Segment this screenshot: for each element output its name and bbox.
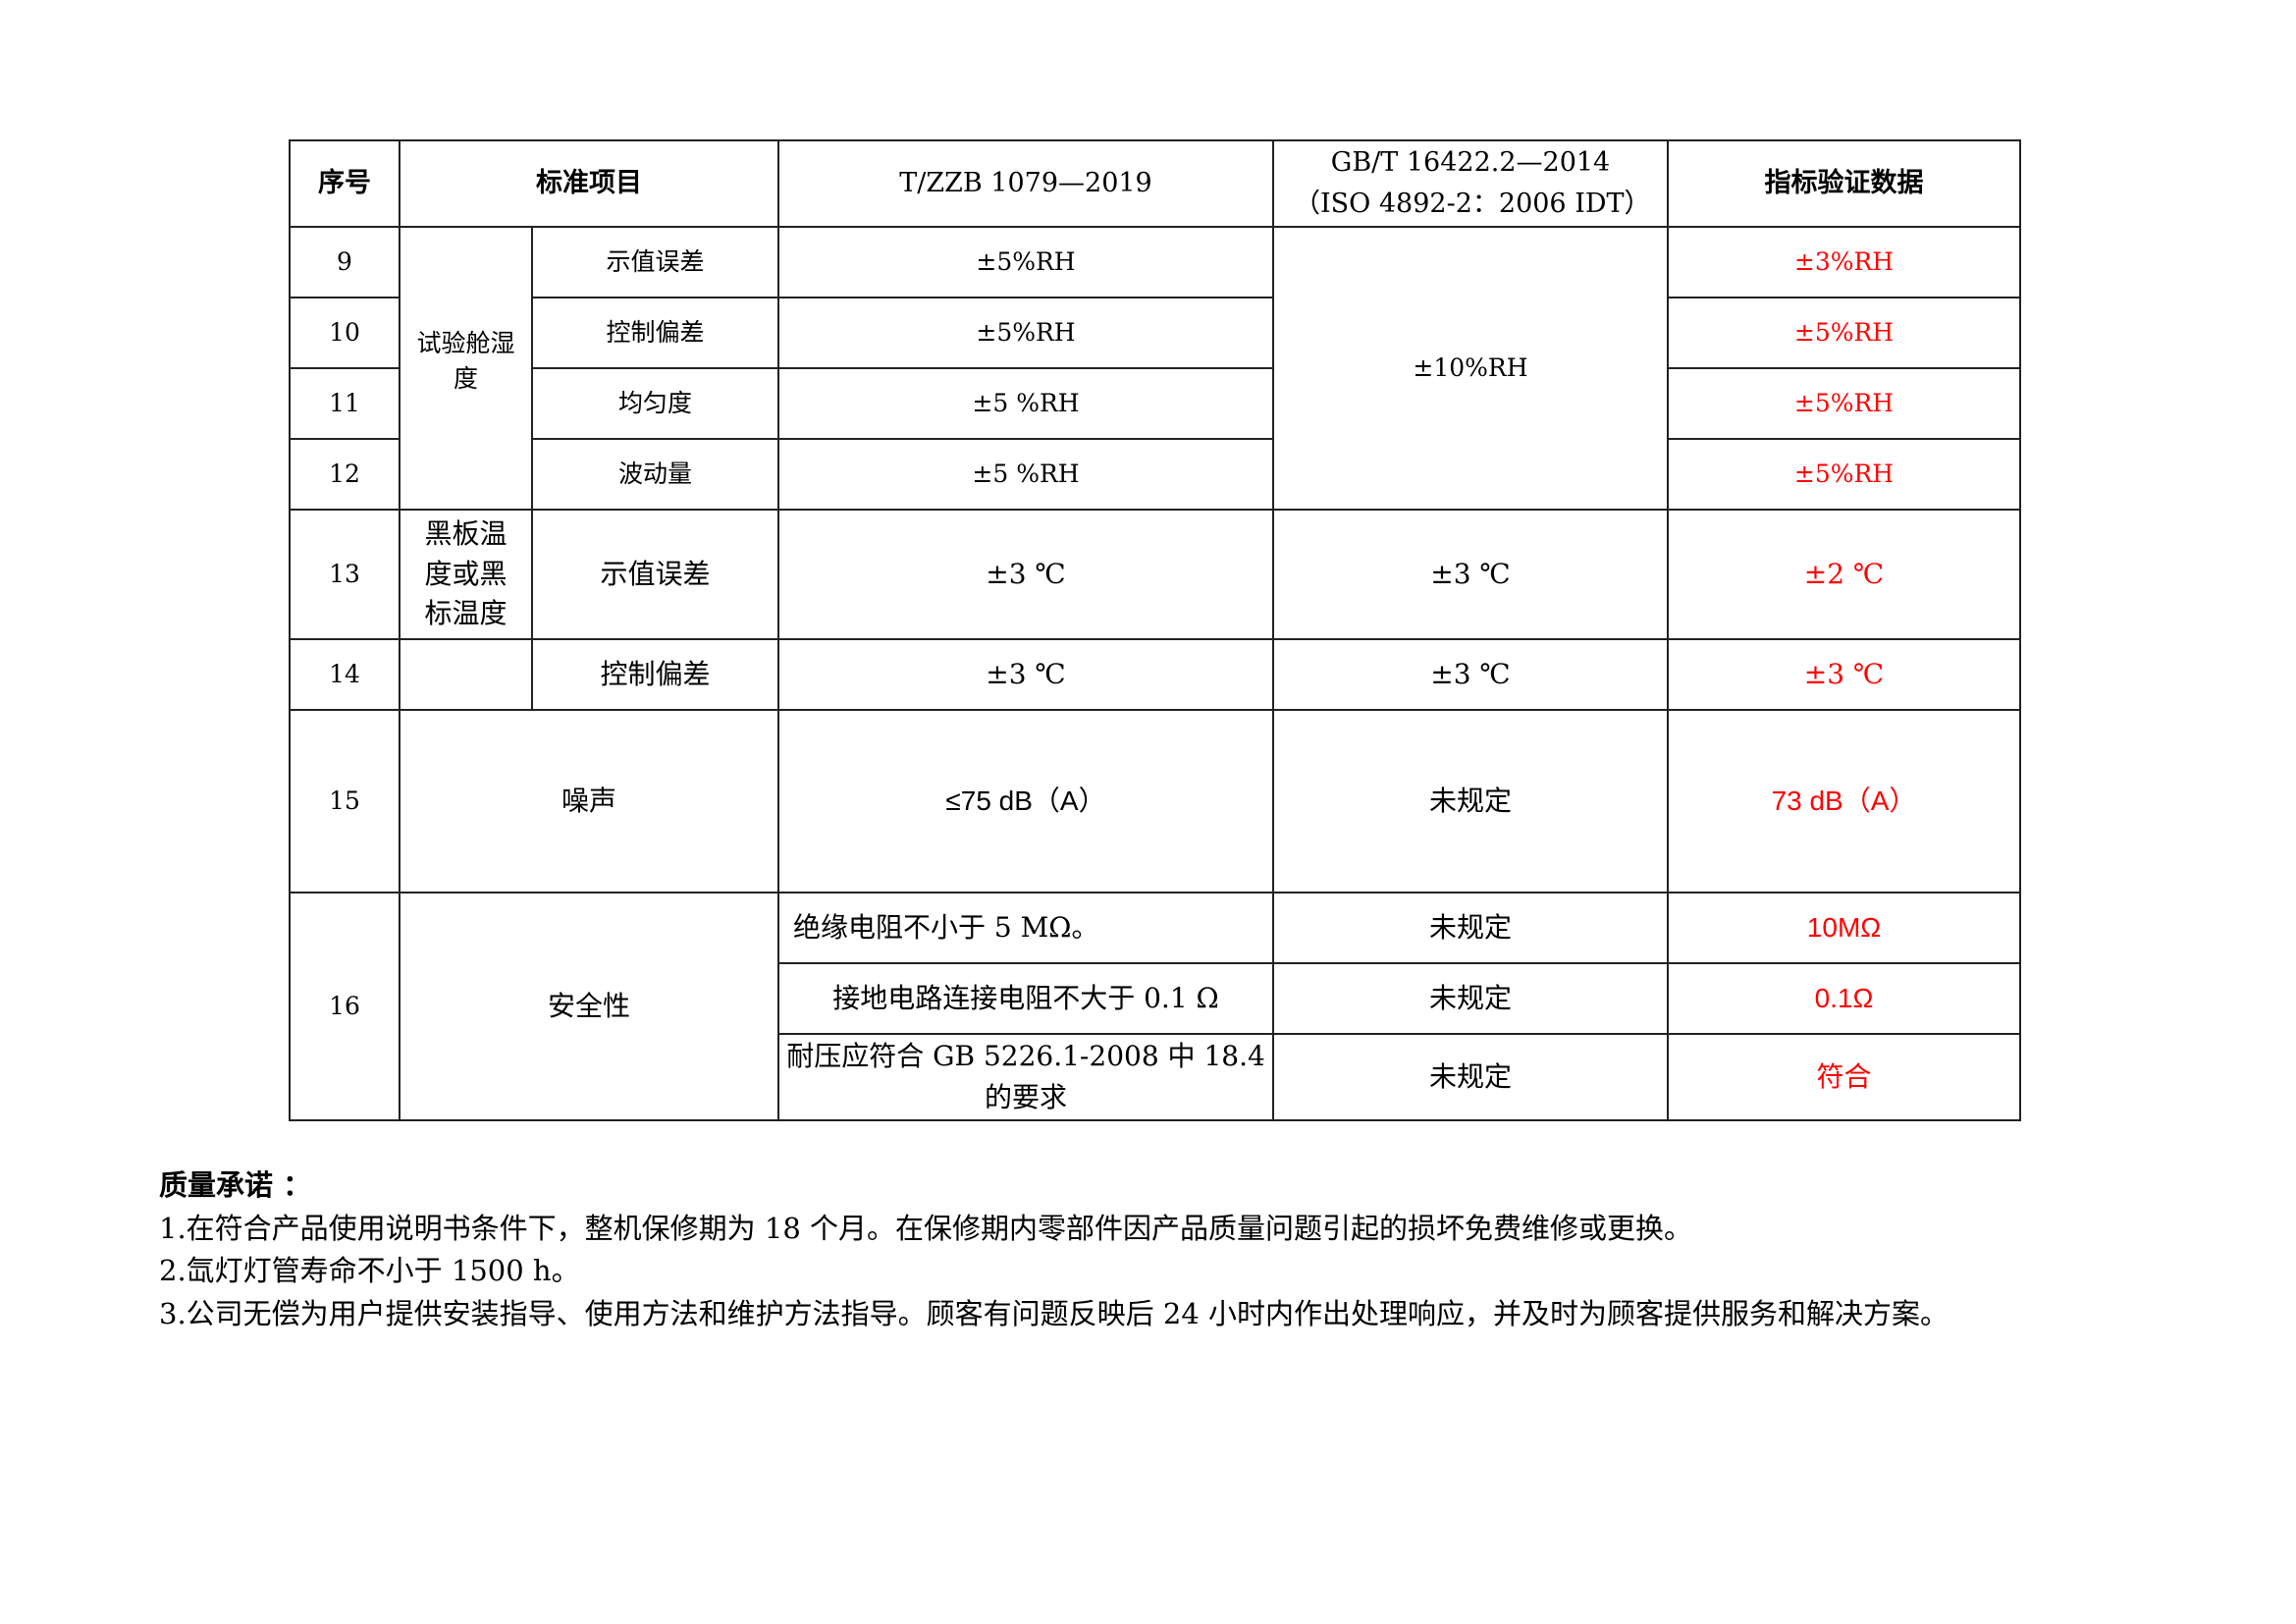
row-no: 11 <box>289 367 400 440</box>
table-row: 接地电路连接电阻不大于 0.1 Ω 未规定 0.1Ω <box>290 962 2021 1035</box>
row-result: ±3 ℃ <box>1667 638 2021 711</box>
row-no: 15 <box>289 709 400 893</box>
row-result: ±5%RH <box>1667 438 2021 511</box>
row-tzzb: ±5%RH <box>777 297 1274 369</box>
row-item: 控制偏差 <box>531 297 779 369</box>
row-no: 9 <box>289 226 400 298</box>
row-gb: 未规定 <box>1272 709 1669 893</box>
row-tzzb: 绝缘电阻不小于 5 MΩ。 <box>777 892 1274 964</box>
group-humidity-gb: ±10%RH <box>1272 226 1669 511</box>
header-item: 标准项目 <box>399 139 779 228</box>
row-item: 控制偏差 <box>531 638 779 711</box>
row-result: 0.1Ω <box>1667 962 2021 1035</box>
table-row: 10 控制偏差 ±5%RH ±5%RH <box>289 297 2021 369</box>
table-header-row: 序号 标准项目 T/ZZB 1079—2019 GB/T 16422.2—201… <box>289 139 2021 228</box>
row-item: 安全性 <box>399 892 779 1121</box>
row-tzzb: 耐压应符合 GB 5226.1-2008 中 18.4 的要求 <box>777 1033 1274 1121</box>
table-row: 15 噪声 ≤75 dB（A） 未规定 73 dB（A） <box>289 709 2021 893</box>
row-result: ±2 ℃ <box>1667 509 2021 640</box>
header-result: 指标验证数据 <box>1667 139 2021 228</box>
row-gb: 未规定 <box>1272 962 1669 1035</box>
quality-title: 质量承诺 ： <box>159 1168 312 1202</box>
row-no: 14 <box>289 638 400 711</box>
row-item: 波动量 <box>531 438 779 511</box>
empty-cell <box>399 638 533 711</box>
row-result: 10MΩ <box>1667 892 2021 964</box>
header-tzzb: T/ZZB 1079—2019 <box>777 139 1274 228</box>
row-gb: 未规定 <box>1272 892 1669 964</box>
quality-item: 3.公司无偿为用户提供安装指导、使用方法和维护方法指导。顾客有问题反映后 24 … <box>159 1296 1949 1330</box>
spec-table: 序号 标准项目 T/ZZB 1079—2019 GB/T 16422.2—201… <box>289 139 2021 1121</box>
header-no: 序号 <box>289 139 400 228</box>
row-tzzb: ±3 ℃ <box>777 509 1274 640</box>
table-row: 9 试验舱湿度 示值误差 ±5%RH ±10%RH ±3%RH <box>289 226 2021 511</box>
row-gb: 未规定 <box>1272 1033 1669 1121</box>
row-result: ±3%RH <box>1667 226 2021 298</box>
row-no: 13 <box>289 509 400 640</box>
table-row: 13 黑板温度或黑标温度 示值误差 ±3 ℃ ±3 ℃ ±2 ℃ <box>289 509 2021 640</box>
row-tzzb: 接地电路连接电阻不大于 0.1 Ω <box>777 962 1274 1035</box>
group-blackpanel: 黑板温度或黑标温度 <box>399 509 533 640</box>
row-item: 示值误差 <box>531 509 779 640</box>
row-item: 噪声 <box>399 709 779 893</box>
row-result: 符合 <box>1667 1033 2021 1121</box>
row-result: 73 dB（A） <box>1667 709 2021 893</box>
row-no: 12 <box>289 438 400 511</box>
row-gb: ±3 ℃ <box>1272 638 1669 711</box>
row-no: 10 <box>289 297 400 369</box>
row-tzzb: ≤75 dB（A） <box>777 709 1274 893</box>
row-tzzb: ±5%RH <box>777 226 1274 298</box>
row-tzzb: ±5 %RH <box>777 367 1274 440</box>
row-gb: ±3 ℃ <box>1272 509 1669 640</box>
row-result: ±5%RH <box>1667 297 2021 369</box>
group-humidity: 试验舱湿度 <box>399 226 533 511</box>
table-row: 耐压应符合 GB 5226.1-2008 中 18.4 的要求 未规定 符合 <box>290 1033 2021 1121</box>
table-row: 11 均匀度 ±5 %RH ±5%RH <box>289 367 2021 440</box>
quality-item: 2.氙灯灯管寿命不小于 1500 h。 <box>159 1254 580 1287</box>
quality-item: 1.在符合产品使用说明书条件下，整机保修期为 18 个月。在保修期内零部件因产品… <box>159 1211 1693 1245</box>
table-row: 14 控制偏差 ±3 ℃ ±3 ℃ ±3 ℃ <box>289 638 2021 711</box>
row-result: ±5%RH <box>1667 367 2021 440</box>
row-item: 示值误差 <box>531 226 779 298</box>
row-item: 均匀度 <box>531 367 779 440</box>
row-tzzb: ±5 %RH <box>777 438 1274 511</box>
quality-commitment: 质量承诺 ： 1.在符合产品使用说明书条件下，整机保修期为 18 个月。在保修期… <box>159 1164 2171 1335</box>
table-row: 16 安全性 绝缘电阻不小于 5 MΩ。 未规定 10MΩ <box>289 892 2021 1121</box>
table-row: 12 波动量 ±5 %RH ±5%RH <box>289 438 2021 511</box>
row-no: 16 <box>289 892 400 1121</box>
header-gb: GB/T 16422.2—2014（ISO 4892-2：2006 IDT） <box>1272 139 1669 228</box>
row-tzzb: ±3 ℃ <box>777 638 1274 711</box>
